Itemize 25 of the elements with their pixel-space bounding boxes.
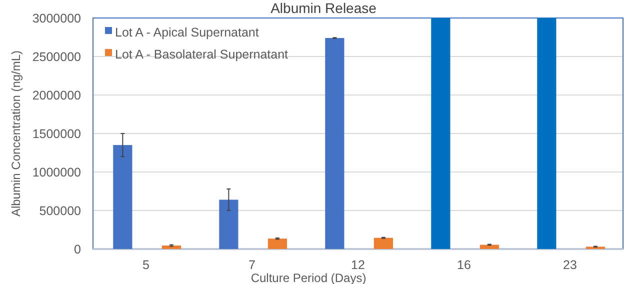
- bar: [325, 38, 344, 249]
- y-tick-label: 1500000: [32, 126, 82, 141]
- x-tick-label: 12: [351, 258, 365, 272]
- y-tick-label: 2000000: [32, 88, 82, 102]
- legend-label: Lot A - Apical Supernatant: [115, 25, 260, 40]
- bar: [537, 18, 556, 249]
- bar: [374, 238, 393, 249]
- bar: [162, 246, 181, 249]
- chart-title: Albumin Release: [270, 0, 377, 16]
- bar: [113, 145, 132, 249]
- x-tick-label: 5: [142, 258, 150, 272]
- y-tick-label: 3000000: [32, 11, 82, 26]
- x-tick-label: 16: [457, 258, 471, 272]
- y-axis-title: Albumin Concentration (ng/mL): [9, 50, 23, 217]
- x-tick-label: 23: [563, 258, 577, 272]
- y-tick-label: 1000000: [32, 165, 82, 180]
- bar: [268, 238, 287, 249]
- bar: [219, 200, 238, 249]
- y-tick-label: 500000: [39, 204, 82, 218]
- y-tick-label: 0: [74, 242, 82, 256]
- bar: [431, 18, 450, 249]
- y-tick-label: 2500000: [32, 50, 82, 64]
- bar: [480, 244, 499, 249]
- legend-label: Lot A - Basolateral Supernatant: [115, 47, 289, 62]
- x-tick-label: 7: [248, 258, 256, 272]
